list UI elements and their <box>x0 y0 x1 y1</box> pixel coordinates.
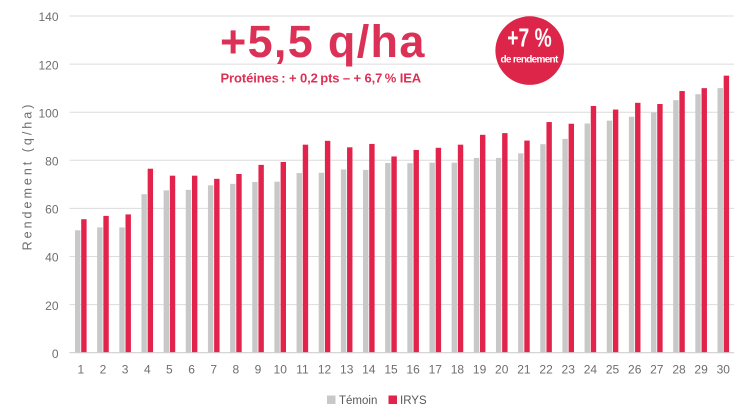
svg-text:27: 27 <box>650 363 664 377</box>
svg-text:0: 0 <box>52 347 59 361</box>
svg-text:24: 24 <box>584 363 598 377</box>
svg-text:140: 140 <box>38 10 58 24</box>
svg-text:100: 100 <box>38 106 58 120</box>
svg-text:21: 21 <box>517 363 531 377</box>
svg-text:4: 4 <box>144 363 151 377</box>
svg-text:29: 29 <box>694 363 708 377</box>
svg-text:11: 11 <box>296 363 309 377</box>
svg-text:19: 19 <box>473 363 487 377</box>
svg-text:Témoin: Témoin <box>339 395 377 407</box>
svg-text:25: 25 <box>606 363 620 377</box>
svg-text:10: 10 <box>274 363 288 377</box>
svg-text:20: 20 <box>45 299 59 313</box>
svg-text:16: 16 <box>406 363 420 377</box>
svg-text:23: 23 <box>562 363 576 377</box>
svg-text:+7 %: +7 % <box>507 23 551 53</box>
svg-text:7: 7 <box>210 363 217 377</box>
svg-text:14: 14 <box>362 363 376 377</box>
svg-text:1: 1 <box>77 363 84 377</box>
svg-text:40: 40 <box>45 251 59 265</box>
svg-text:de rendement: de rendement <box>501 55 559 66</box>
svg-text:120: 120 <box>38 58 58 72</box>
svg-text:28: 28 <box>672 363 686 377</box>
svg-text:13: 13 <box>340 363 354 377</box>
svg-text:18: 18 <box>451 363 465 377</box>
svg-text:3: 3 <box>122 363 129 377</box>
svg-text:Protéines : + 0,2 pts – + 6,7: Protéines : + 0,2 pts – + 6,7 % IEA <box>221 71 422 86</box>
svg-text:Rendement (q/ha): Rendement (q/ha) <box>21 102 35 251</box>
svg-text:22: 22 <box>539 363 553 377</box>
svg-text:IRYS: IRYS <box>400 395 427 407</box>
svg-text:20: 20 <box>495 363 509 377</box>
svg-text:5: 5 <box>166 363 173 377</box>
svg-text:15: 15 <box>384 363 398 377</box>
svg-text:+5,5 q/ha: +5,5 q/ha <box>220 16 425 67</box>
svg-text:26: 26 <box>628 363 642 377</box>
svg-text:30: 30 <box>717 363 731 377</box>
svg-text:6: 6 <box>188 363 195 377</box>
svg-text:9: 9 <box>255 363 262 377</box>
svg-text:80: 80 <box>45 155 59 169</box>
svg-text:2: 2 <box>100 363 107 377</box>
svg-text:12: 12 <box>318 363 332 377</box>
svg-text:60: 60 <box>45 203 59 217</box>
svg-text:17: 17 <box>429 363 443 377</box>
svg-text:8: 8 <box>233 363 240 377</box>
